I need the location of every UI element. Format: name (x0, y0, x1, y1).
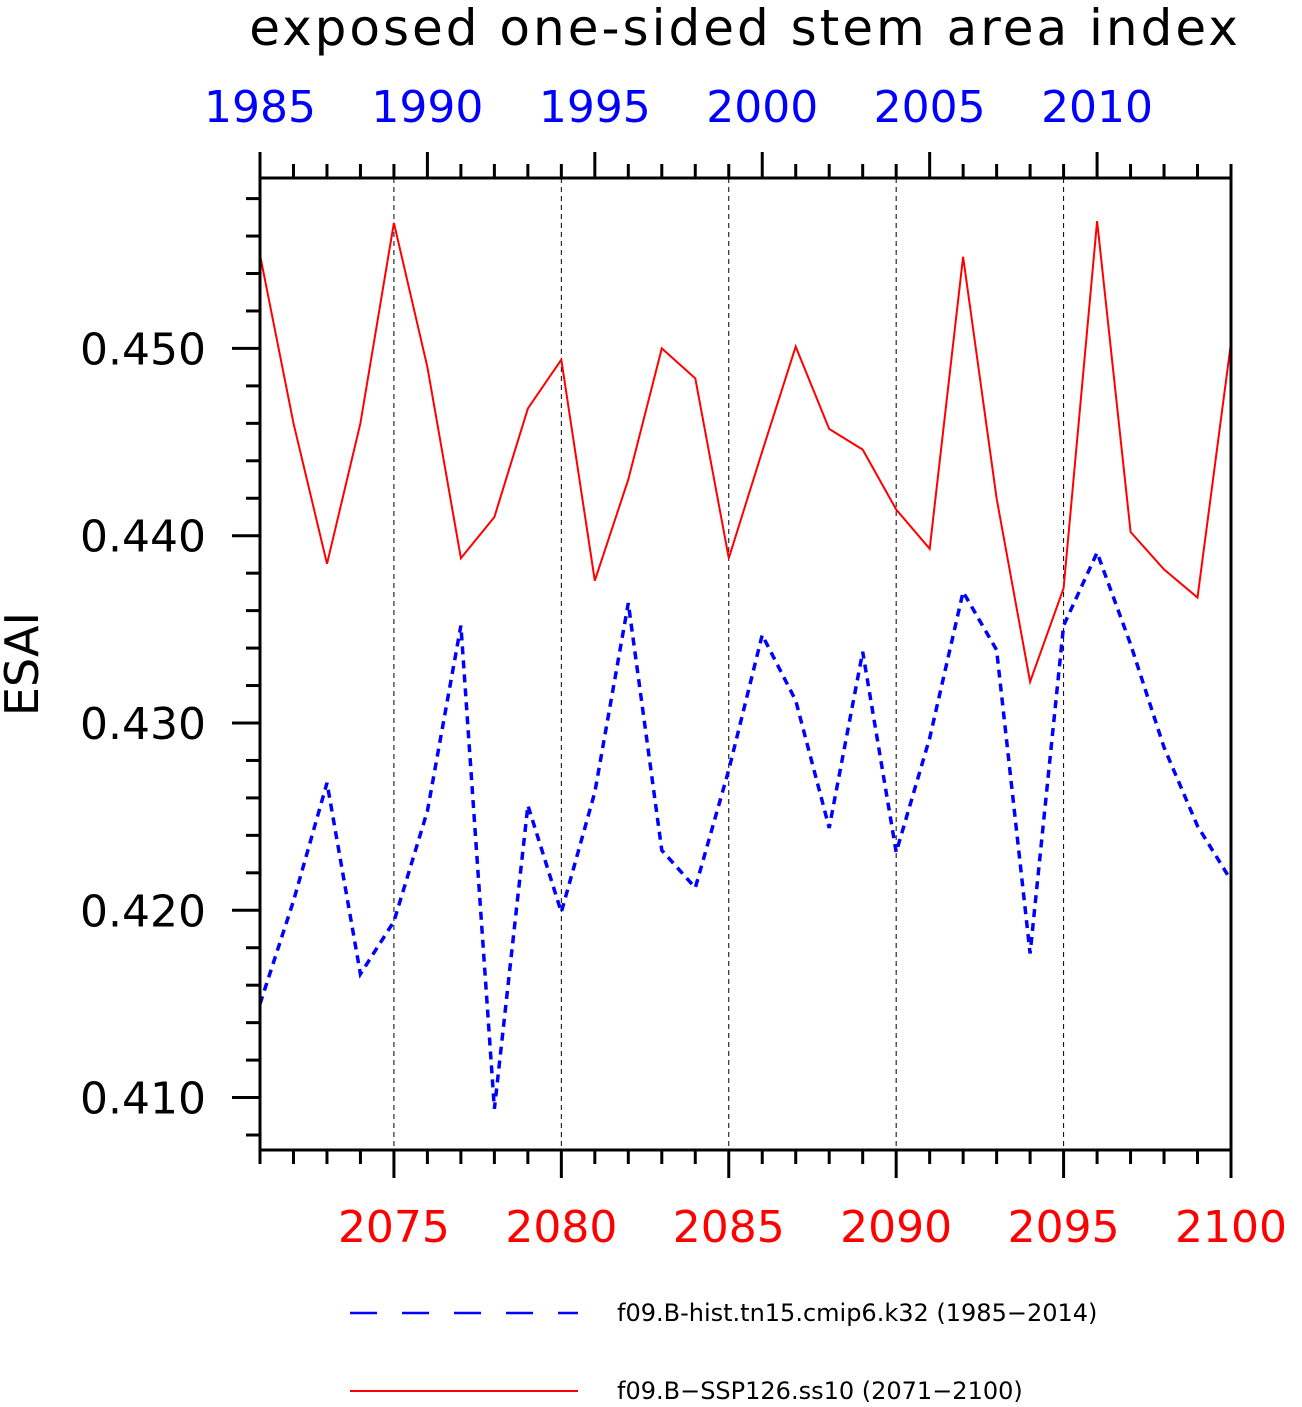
y-axis-label: ESAI (0, 612, 49, 716)
top-axis-tick-label: 2010 (1041, 82, 1153, 133)
plot-frame (258, 176, 1233, 1152)
top-axis-tick-label: 1990 (371, 82, 483, 133)
bottom-axis-tick-label: 2095 (1008, 1202, 1120, 1253)
grid-lines (393, 178, 1065, 1150)
bottom-axis-tick-label: 2090 (840, 1202, 952, 1253)
legend-label: f09.B−SSP126.ss10 (2071−2100) (617, 1377, 1023, 1405)
y-axis-tick-label: 0.440 (80, 512, 206, 563)
bottom-axis-tick-label: 2085 (673, 1202, 785, 1253)
top-axis-tick-label: 2000 (706, 82, 818, 133)
series-line-1 (258, 548, 1233, 1109)
bottom-axis-tick-label: 2080 (505, 1202, 617, 1253)
chart-title: exposed one-sided stem area index (249, 0, 1241, 57)
top-axis-tick-label: 2005 (874, 82, 986, 133)
top-axis-tick-label: 1995 (539, 82, 651, 133)
y-axis-tick-label: 0.410 (80, 1074, 206, 1125)
bottom-axis-tick-label: 2075 (338, 1202, 450, 1253)
top-axis-tick-label: 1985 (204, 82, 316, 133)
y-axis-tick-label: 0.430 (80, 699, 206, 750)
bottom-axis-tick-label: 2100 (1175, 1202, 1287, 1253)
tick-labels: 2075 2080 2085 2090 2095 2100 1985 1990 1995 2000… (80, 82, 1287, 1253)
legend: f09.B-hist.tn15.cmip6.k32 (1985−2014) f09… (350, 1299, 1097, 1405)
y-axis-tick-label: 0.420 (80, 886, 206, 937)
series-line-2 (259, 220, 1232, 686)
axis-ticks (232, 152, 1233, 1178)
y-axis-tick-label: 0.450 (80, 324, 206, 375)
series-layer (258, 220, 1233, 1109)
legend-label: f09.B-hist.tn15.cmip6.k32 (1985−2014) (617, 1299, 1097, 1327)
